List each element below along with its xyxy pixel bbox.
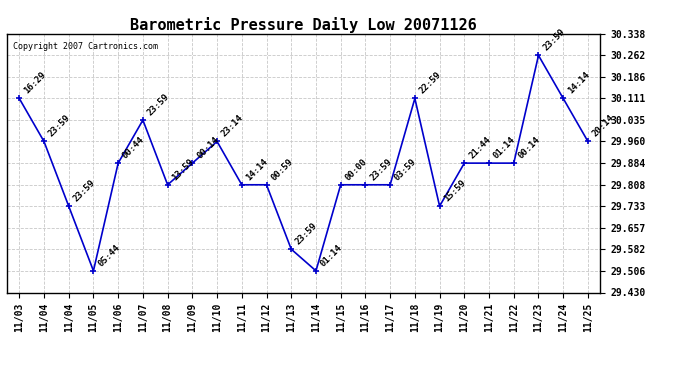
Text: 00:44: 00:44 (121, 135, 146, 160)
Text: 23:59: 23:59 (294, 221, 319, 246)
Text: 14:14: 14:14 (566, 70, 591, 96)
Text: 03:59: 03:59 (393, 157, 418, 182)
Text: 23:59: 23:59 (368, 157, 393, 182)
Text: Copyright 2007 Cartronics.com: Copyright 2007 Cartronics.com (13, 42, 158, 51)
Text: 00:14: 00:14 (195, 135, 221, 160)
Text: 23:59: 23:59 (541, 27, 566, 53)
Text: 16:29: 16:29 (22, 70, 48, 96)
Text: 23:59: 23:59 (146, 92, 171, 117)
Text: 05:44: 05:44 (96, 243, 121, 268)
Text: 14:14: 14:14 (244, 157, 270, 182)
Text: 13:59: 13:59 (170, 157, 196, 182)
Title: Barometric Pressure Daily Low 20071126: Barometric Pressure Daily Low 20071126 (130, 16, 477, 33)
Text: 00:14: 00:14 (517, 135, 542, 160)
Text: 20:14: 20:14 (591, 113, 616, 139)
Text: 23:59: 23:59 (47, 113, 72, 139)
Text: 23:59: 23:59 (72, 178, 97, 203)
Text: 22:59: 22:59 (417, 70, 443, 96)
Text: 23:14: 23:14 (220, 113, 245, 139)
Text: 01:14: 01:14 (319, 243, 344, 268)
Text: 15:59: 15:59 (442, 178, 468, 203)
Text: 00:00: 00:00 (344, 157, 369, 182)
Text: 01:14: 01:14 (492, 135, 518, 160)
Text: 00:59: 00:59 (269, 157, 295, 182)
Text: 21:44: 21:44 (467, 135, 493, 160)
